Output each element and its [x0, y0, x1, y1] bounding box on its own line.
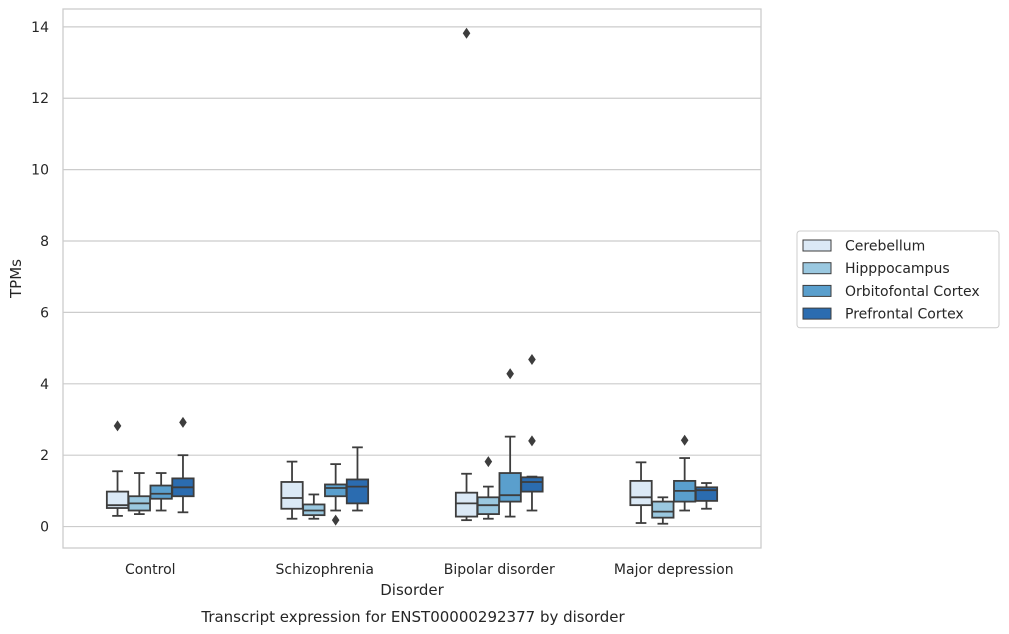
- y-tick-label: 4: [40, 377, 49, 393]
- y-tick-label: 0: [40, 520, 49, 536]
- legend-swatch: [802, 284, 832, 297]
- box-3-2: [520, 354, 544, 512]
- y-tick-label: 10: [31, 163, 49, 179]
- y-tick-label: 6: [40, 305, 49, 321]
- legend-items: Cerebellum Hipppocampus Orbitofontal Corte…: [802, 239, 980, 323]
- outlier-point: [331, 514, 340, 526]
- legend-label: Orbitofontal Cortex: [845, 284, 980, 300]
- outlier-point: [528, 354, 536, 366]
- box-0-2: [454, 27, 479, 522]
- legend-swatch: [802, 239, 832, 252]
- box-1-2: [476, 456, 500, 520]
- box-body: [498, 472, 522, 503]
- box-body: [454, 491, 479, 518]
- box-1-0: [127, 472, 151, 515]
- plot-area-frame: [62, 8, 762, 549]
- legend-label: Cerebellum: [845, 239, 925, 255]
- box-0-0: [105, 420, 130, 517]
- x-axis-title: Disorder: [380, 581, 444, 599]
- box-2-0: [149, 472, 173, 512]
- box-3-1: [345, 446, 370, 512]
- outlier-point: [179, 416, 187, 428]
- x-axis-ticks: Control Schizophrenia Bipolar disorder Majo…: [125, 562, 734, 578]
- y-tick-label: 8: [40, 234, 49, 250]
- box-1-3: [651, 496, 675, 525]
- x-tick-label: Schizophrenia: [276, 562, 374, 578]
- y-axis-ticks: 0 2 4 6 8 10 12 14: [31, 20, 49, 536]
- x-tick-label: Bipolar disorder: [444, 562, 555, 578]
- outlier-point: [506, 368, 514, 380]
- boxes: [105, 27, 719, 526]
- outlier-point: [484, 456, 493, 468]
- box-body: [651, 500, 675, 519]
- y-tick-label: 12: [31, 91, 49, 107]
- chart-caption: Transcript expression for ENST0000029237…: [200, 608, 625, 626]
- box-body: [149, 484, 173, 500]
- outlier-point: [462, 27, 471, 39]
- box-body: [324, 483, 348, 498]
- outlier-point: [680, 434, 689, 446]
- x-tick-label: Major depression: [614, 562, 734, 578]
- legend-frame: [796, 230, 1000, 329]
- box-0-1: [280, 460, 304, 520]
- box-2-3: [673, 434, 697, 512]
- box-body: [520, 476, 544, 493]
- box-2-2: [498, 368, 522, 518]
- box-body: [345, 478, 370, 505]
- box-2-1: [324, 463, 348, 526]
- legend: Cerebellum Hipppocampus Orbitofontal Corte…: [796, 230, 1000, 329]
- y-axis-title: TPMs: [7, 259, 25, 299]
- box-3-0: [171, 416, 195, 514]
- legend-swatch: [802, 307, 832, 320]
- box-body: [629, 479, 653, 507]
- y-tick-label: 2: [40, 448, 49, 464]
- box-body: [280, 481, 304, 510]
- outlier-point: [528, 435, 536, 447]
- box-0-3: [629, 461, 653, 524]
- outlier-point: [113, 420, 122, 432]
- box-1-1: [302, 493, 326, 520]
- x-tick-label: Control: [125, 562, 176, 578]
- gridlines: [63, 26, 761, 528]
- box-3-3: [694, 482, 719, 510]
- y-tick-label: 14: [31, 20, 49, 36]
- legend-label: Hipppocampus: [845, 261, 950, 277]
- legend-swatch: [802, 262, 832, 275]
- legend-label: Prefrontal Cortex: [845, 307, 964, 323]
